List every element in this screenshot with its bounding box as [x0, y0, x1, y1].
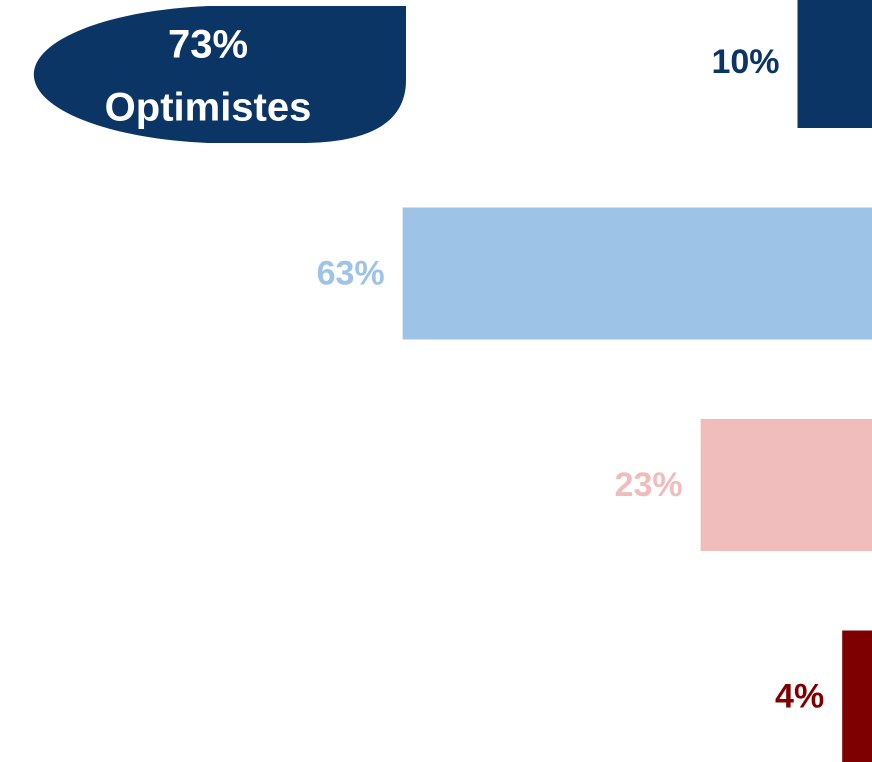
value-label: 23% — [615, 466, 683, 504]
bar — [402, 207, 872, 340]
badge-value: 73% — [168, 23, 248, 67]
value-label: 4% — [775, 677, 824, 715]
bar — [700, 419, 872, 551]
badge — [33, 6, 406, 143]
value-label: 63% — [317, 254, 385, 292]
bar — [797, 0, 872, 128]
value-label: 10% — [711, 43, 779, 81]
bar — [842, 630, 872, 762]
badge-label: Optimistes — [105, 86, 312, 130]
